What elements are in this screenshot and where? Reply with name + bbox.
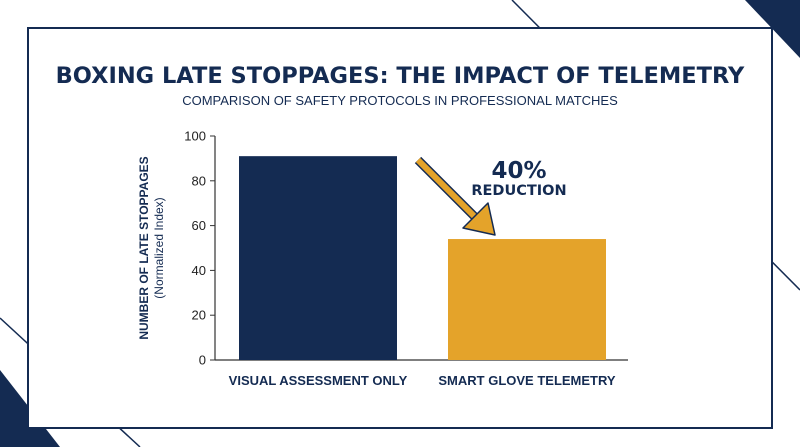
plot-area: 0 20 40 60 80 100 VISUAL ASSESSMENT ONLY SMART … — [184, 129, 628, 388]
y-tick-label: 40 — [192, 263, 206, 278]
bar — [448, 239, 606, 360]
y-axis-label: NUMBER OF LATE STOPPAGES — [137, 156, 151, 339]
y-tick-label: 0 — [199, 353, 206, 368]
x-tick-label: VISUAL ASSESSMENT ONLY — [229, 373, 408, 388]
bar — [239, 156, 397, 360]
chart-subtitle: COMPARISON OF SAFETY PROTOCOLS IN PROFES… — [182, 93, 618, 108]
annotation-arrow — [414, 156, 496, 236]
x-tick-label: SMART GLOVE TELEMETRY — [438, 373, 616, 388]
y-tick-label: 80 — [192, 173, 206, 188]
annotation-text: REDUCTION — [471, 183, 566, 199]
chart-frame — [27, 27, 773, 429]
y-tick-label: 100 — [184, 129, 206, 144]
y-tick-label: 60 — [192, 218, 206, 233]
y-axis-sublabel: (Normalized Index) — [152, 197, 166, 298]
annotation-percent: 40% — [491, 158, 546, 184]
y-tick-label: 20 — [192, 308, 206, 323]
chart-title: BOXING LATE STOPPAGES: THE IMPACT OF TEL… — [56, 63, 745, 89]
